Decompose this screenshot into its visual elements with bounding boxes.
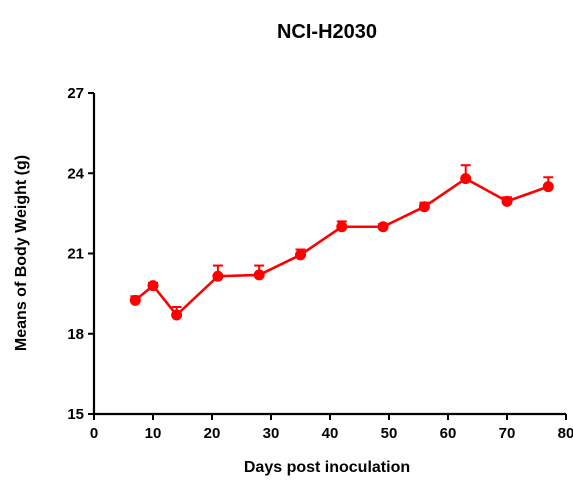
x-tick-label: 40: [322, 425, 339, 442]
data-point: [377, 221, 389, 233]
chart-title: NCI-H2030: [277, 21, 377, 43]
x-tick-label: 20: [204, 425, 221, 442]
series-line: [134, 177, 549, 317]
y-axis-ticks: 15 18 21 24 27: [67, 85, 94, 423]
x-axis-label: Days post inoculation: [244, 459, 410, 476]
x-tick-label: 0: [90, 425, 98, 442]
x-tick-label: 50: [381, 425, 398, 442]
y-tick-label: 15: [67, 406, 84, 423]
x-tick-label: 60: [440, 425, 457, 442]
data-point: [542, 181, 554, 193]
data-point: [501, 195, 513, 207]
data-series: [129, 164, 554, 321]
data-point: [171, 309, 183, 321]
x-tick-label: 80: [558, 425, 573, 442]
x-axis-ticks: 0 10 20 30 40 50 60 70 80: [90, 414, 573, 442]
y-tick-label: 18: [67, 326, 84, 343]
data-point: [147, 280, 159, 292]
y-axis-label: Means of Body Weight (g): [13, 155, 30, 351]
x-tick-label: 70: [499, 425, 516, 442]
data-point: [460, 173, 472, 185]
data-point: [129, 294, 141, 306]
x-tick-label: 10: [145, 425, 162, 442]
y-tick-label: 27: [67, 85, 84, 102]
data-point: [212, 270, 224, 282]
data-point: [295, 249, 306, 261]
y-tick-label: 21: [67, 246, 84, 263]
y-tick-label: 24: [67, 165, 84, 182]
x-tick-label: 30: [263, 425, 280, 442]
data-point: [336, 221, 348, 233]
data-point: [418, 201, 430, 213]
data-point: [253, 269, 265, 281]
